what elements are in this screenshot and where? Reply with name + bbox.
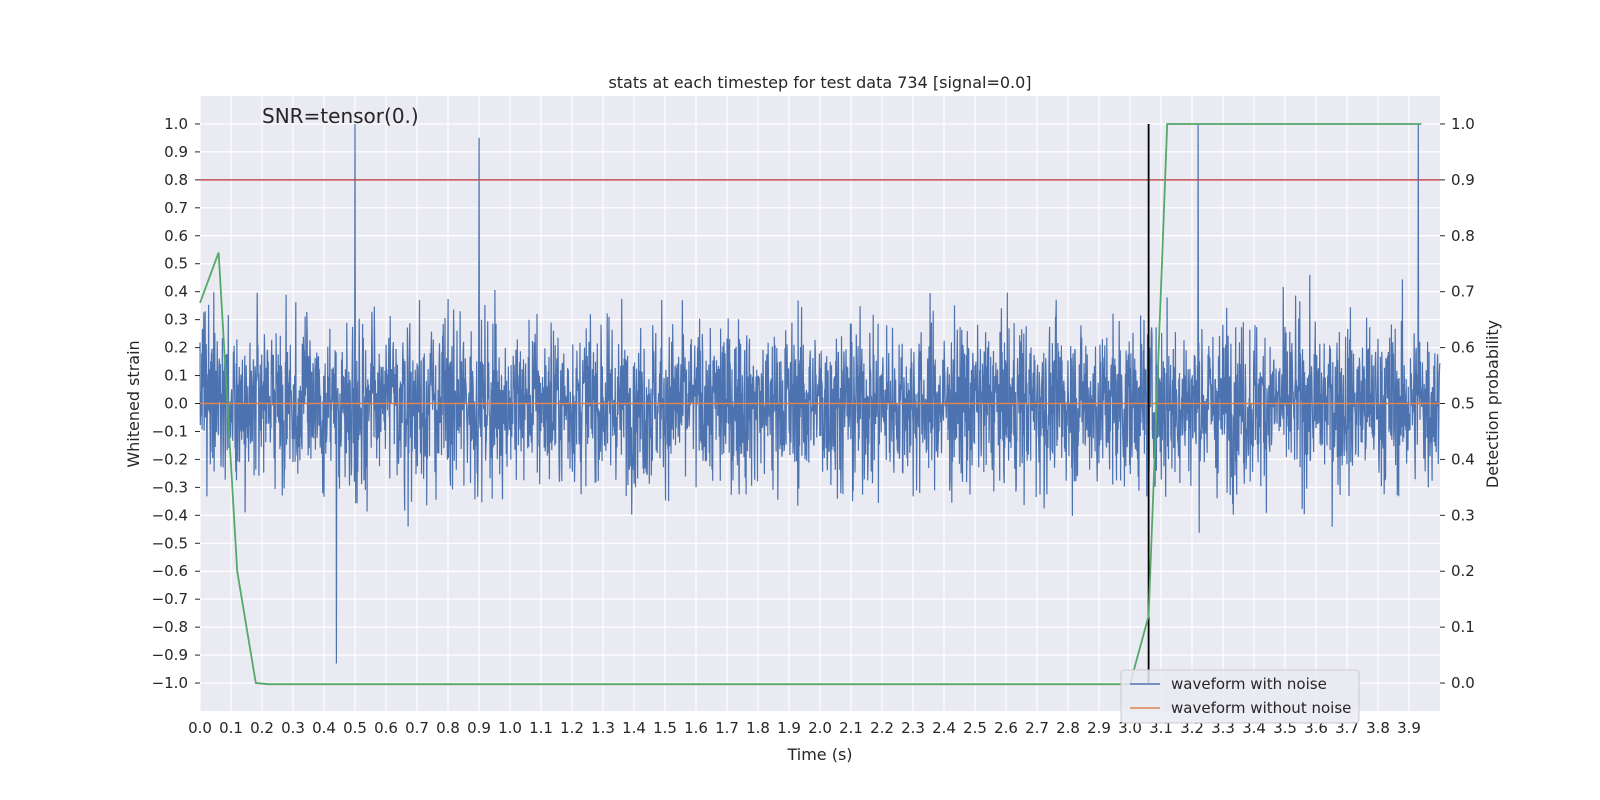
x-tick-label: 0.3 [281, 719, 305, 737]
y-tick-label: 1.0 [164, 115, 188, 133]
x-tick-label: 1.6 [684, 719, 708, 737]
x-tick-label: 2.7 [1025, 719, 1049, 737]
x-tick-label: 1.2 [560, 719, 584, 737]
series-waveform-with-noise [199, 123, 1441, 664]
y-tick-label: 0.2 [164, 339, 188, 357]
x-tick-label: 1.0 [498, 719, 522, 737]
y2-tick-label: 0.1 [1451, 618, 1475, 636]
chart-title: stats at each timestep for test data 734… [608, 73, 1031, 92]
y2-tick-label: 0.9 [1451, 171, 1475, 189]
y2-tick-label: 0.3 [1451, 506, 1475, 524]
y-tick-label: 0.9 [164, 143, 188, 161]
y2-tick-label: 0.0 [1451, 674, 1475, 692]
legend-label-clean: waveform without noise [1171, 699, 1351, 717]
y-tick-label: 0.4 [164, 283, 188, 301]
y-tick-label: −0.2 [152, 450, 188, 468]
y-tick-label: −0.8 [152, 618, 188, 636]
line-series [199, 123, 1440, 686]
y2-tick-label: 0.5 [1451, 395, 1475, 413]
x-tick-label: 1.3 [591, 719, 615, 737]
x-tick-label: 2.6 [994, 719, 1018, 737]
y-tick-label: 0.6 [164, 227, 188, 245]
x-tick-label: 0.5 [343, 719, 367, 737]
legend-label-noise: waveform with noise [1171, 675, 1327, 693]
x-tick-label: 0.1 [219, 719, 243, 737]
x-tick-label: 0.0 [188, 719, 212, 737]
y-tick-label: 0.8 [164, 171, 188, 189]
noise-series [199, 123, 1441, 664]
y2-axis-label: Detection probability [1483, 320, 1502, 488]
x-axis-label: Time (s) [786, 745, 852, 764]
y-tick-label: −0.4 [152, 506, 188, 524]
x-tick-label: 1.5 [653, 719, 677, 737]
x-tick-label: 1.7 [715, 719, 739, 737]
x-tick-label: 2.5 [963, 719, 987, 737]
y-tick-label: −1.0 [152, 674, 188, 692]
x-tick-label: 0.9 [467, 719, 491, 737]
x-tick-label: 0.4 [312, 719, 336, 737]
x-tick-label: 1.1 [529, 719, 553, 737]
y-tick-label: 0.3 [164, 311, 188, 329]
y-tick-label: −0.9 [152, 646, 188, 664]
y2-tick-label: 0.6 [1451, 339, 1475, 357]
y-tick-label: 0.0 [164, 395, 188, 413]
x-tick-label: 3.9 [1397, 719, 1421, 737]
y-tick-label: 0.5 [164, 255, 188, 273]
x-tick-label: 1.9 [777, 719, 801, 737]
x-tick-label: 2.4 [932, 719, 956, 737]
y2-tick-label: 1.0 [1451, 115, 1475, 133]
x-tick-label: 3.8 [1366, 719, 1390, 737]
x-tick-label: 2.2 [870, 719, 894, 737]
y2-tick-label: 0.4 [1451, 450, 1475, 468]
series-detection-probability [199, 123, 1422, 686]
y2-tick-label: 0.7 [1451, 283, 1475, 301]
x-tick-label: 2.3 [901, 719, 925, 737]
x-tick-label: 2.8 [1056, 719, 1080, 737]
y-tick-label: 0.1 [164, 367, 188, 385]
legend-box [1120, 669, 1360, 724]
y2-tick-label: 0.8 [1451, 227, 1475, 245]
y2-axis-ticks: 1.0 0.9 0.8 0.7 0.6 0.5 0.4 0.3 0.2 0.1 0.0 [1440, 115, 1475, 692]
y-tick-label: −0.7 [152, 590, 188, 608]
y-axis-label: Whitened strain [124, 340, 143, 467]
legend: waveform with noise waveform without noi… [1120, 669, 1360, 724]
x-tick-label: 2.1 [839, 719, 863, 737]
y-tick-label: −0.1 [152, 422, 188, 440]
x-tick-label: 0.2 [250, 719, 274, 737]
y-tick-label: −0.5 [152, 534, 188, 552]
x-tick-label: 2.0 [808, 719, 832, 737]
y-axis-ticks: 1.0 0.9 0.8 0.7 0.6 0.5 0.4 0.3 0.2 0.1 0.0 −0.1 −0.… [152, 115, 200, 692]
y-tick-label: −0.3 [152, 478, 188, 496]
y-tick-label: −0.6 [152, 562, 188, 580]
snr-annotation: SNR=tensor(0.) [262, 104, 419, 128]
x-tick-label: 0.6 [374, 719, 398, 737]
x-tick-label: 0.7 [405, 719, 429, 737]
y2-tick-label: 0.2 [1451, 562, 1475, 580]
y-tick-label: 0.7 [164, 199, 188, 217]
x-tick-label: 1.8 [746, 719, 770, 737]
x-axis-ticks: 0.0 0.1 0.2 0.3 0.4 0.5 0.6 0.7 0.8 0.9 1.0 1.1 1.2 1… [188, 719, 1421, 737]
x-tick-label: 2.9 [1087, 719, 1111, 737]
x-tick-label: 1.4 [622, 719, 646, 737]
x-tick-label: 0.8 [436, 719, 460, 737]
